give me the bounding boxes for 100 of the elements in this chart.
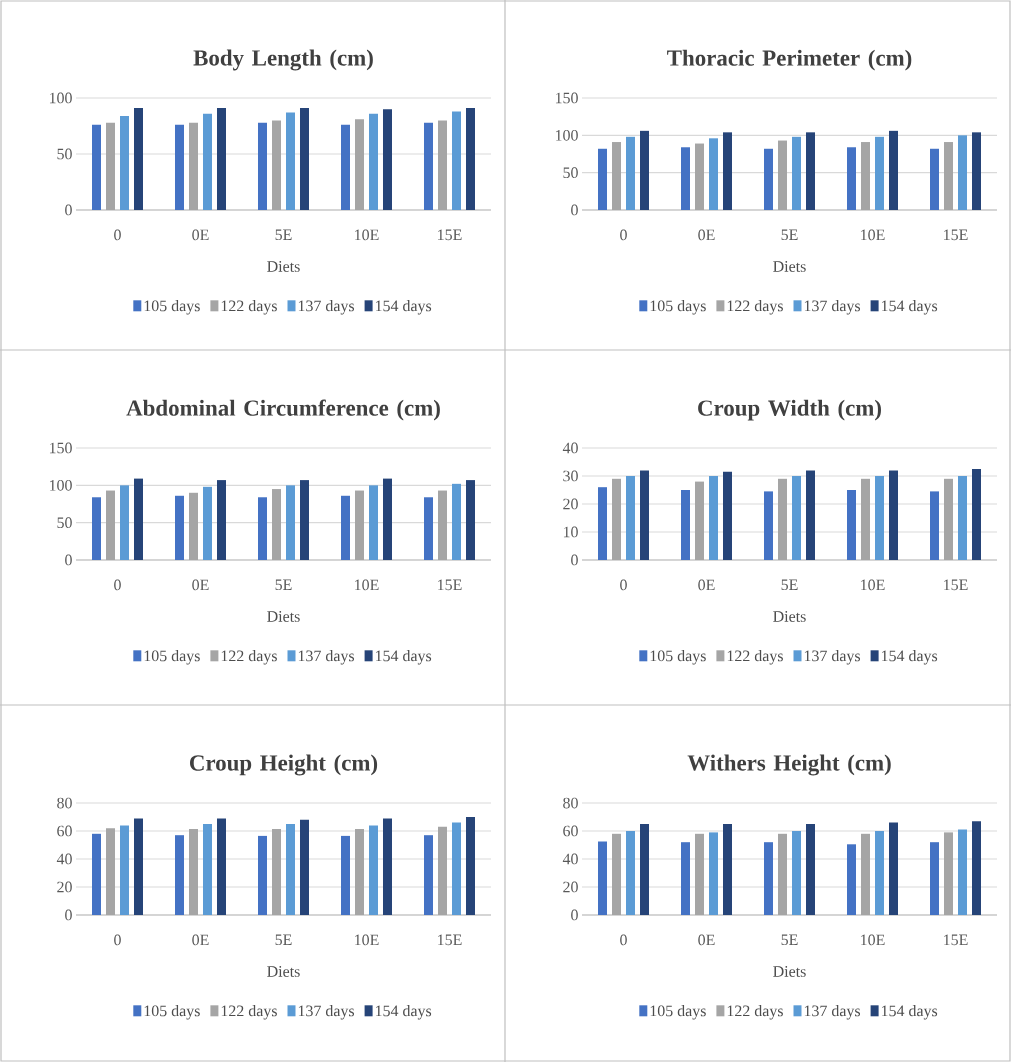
bar [861, 478, 870, 560]
x-tick-label: 10E [355, 579, 379, 591]
bar [175, 495, 184, 560]
x-tick-label: 15E [438, 229, 462, 241]
x-tick-label: 15E [944, 579, 968, 591]
bar [134, 818, 143, 915]
bar [341, 124, 350, 210]
y-tick-label: 100 [555, 129, 578, 141]
x-axis-title: Diets [267, 966, 300, 977]
bar [806, 132, 815, 210]
y-tick-label: 0 [65, 909, 72, 921]
bar [424, 122, 433, 210]
x-tick-label: 0 [114, 579, 121, 591]
legend-label: 154 days [375, 1005, 432, 1020]
bar [875, 475, 884, 560]
bar [203, 486, 212, 560]
x-tick-label: 0 [620, 934, 627, 946]
bar [272, 120, 281, 210]
bar [695, 481, 704, 560]
bar [438, 120, 447, 210]
chart-title: Abdominal Circumference (cm) [126, 399, 440, 421]
y-tick-label: 150 [49, 442, 72, 454]
legend-label: 154 days [882, 1005, 938, 1020]
legend-label: 122 days [727, 650, 783, 665]
bar [438, 490, 447, 560]
x-tick-label: 10E [861, 579, 885, 591]
y-tick-label: 40 [562, 853, 578, 865]
bar [709, 138, 718, 210]
x-tick-label: 0E [192, 229, 209, 241]
x-axis-title: Diets [773, 966, 806, 977]
y-tick-label: 30 [563, 470, 578, 482]
bar [889, 470, 898, 560]
bar [792, 831, 801, 915]
bar [958, 135, 967, 210]
x-tick-label: 15E [438, 934, 462, 946]
bar [286, 824, 295, 915]
bar [764, 491, 773, 560]
bar [341, 495, 350, 560]
x-tick-label: 5E [781, 229, 798, 241]
bar [286, 485, 295, 560]
bar [764, 148, 773, 210]
bar [452, 483, 461, 560]
bar [875, 136, 884, 210]
legend-label: 105 days [650, 1005, 706, 1020]
y-tick-label: 60 [57, 825, 72, 837]
y-tick-label: 0 [571, 909, 578, 921]
bar [612, 142, 621, 210]
x-tick-label: 5E [275, 934, 292, 946]
bar [383, 818, 392, 915]
bar [452, 822, 461, 915]
legend-label: 122 days [727, 300, 783, 315]
bar [806, 824, 815, 915]
bar [189, 492, 198, 560]
bar [681, 489, 690, 560]
legend-label: 137 days [804, 300, 861, 315]
y-tick-label: 100 [49, 92, 72, 104]
bar [424, 497, 433, 560]
bar [958, 829, 967, 915]
bar [598, 841, 607, 915]
bar [640, 130, 649, 210]
legend-label: 137 days [298, 650, 355, 665]
bar [92, 124, 101, 210]
bar [889, 822, 898, 915]
bar [258, 835, 267, 915]
x-tick-label: 5E [275, 229, 292, 241]
bar [286, 112, 295, 210]
bar [681, 842, 690, 915]
legend-label: 137 days [298, 300, 355, 315]
bar [355, 119, 364, 210]
bar [944, 478, 953, 560]
bar [92, 497, 101, 560]
y-tick-label: 0 [571, 554, 578, 566]
bar [861, 142, 870, 210]
bar [723, 132, 732, 210]
bar [889, 130, 898, 210]
legend-label: 122 days [221, 650, 277, 665]
y-tick-label: 80 [563, 797, 578, 809]
x-axis-title: Diets [267, 611, 300, 622]
legend-label: 105 days [144, 1005, 200, 1020]
bar [106, 828, 115, 915]
bar [944, 142, 953, 210]
y-tick-label: 50 [57, 148, 72, 160]
bar [861, 833, 870, 915]
bar [626, 475, 635, 560]
chart-title: Croup Width (cm) [698, 399, 881, 421]
bar [189, 828, 198, 915]
bar [175, 835, 184, 915]
legend-label: 105 days [650, 650, 706, 665]
bar [875, 831, 884, 915]
bar [778, 833, 787, 915]
bar [466, 817, 475, 915]
bar [217, 480, 226, 560]
bar [847, 844, 856, 915]
bar [438, 826, 447, 915]
chart-title: Croup Height (cm) [190, 754, 378, 776]
x-tick-label: 0E [192, 934, 209, 946]
bar [272, 489, 281, 560]
bar [203, 113, 212, 210]
legend-label: 122 days [221, 300, 277, 315]
y-tick-label: 60 [563, 825, 578, 837]
